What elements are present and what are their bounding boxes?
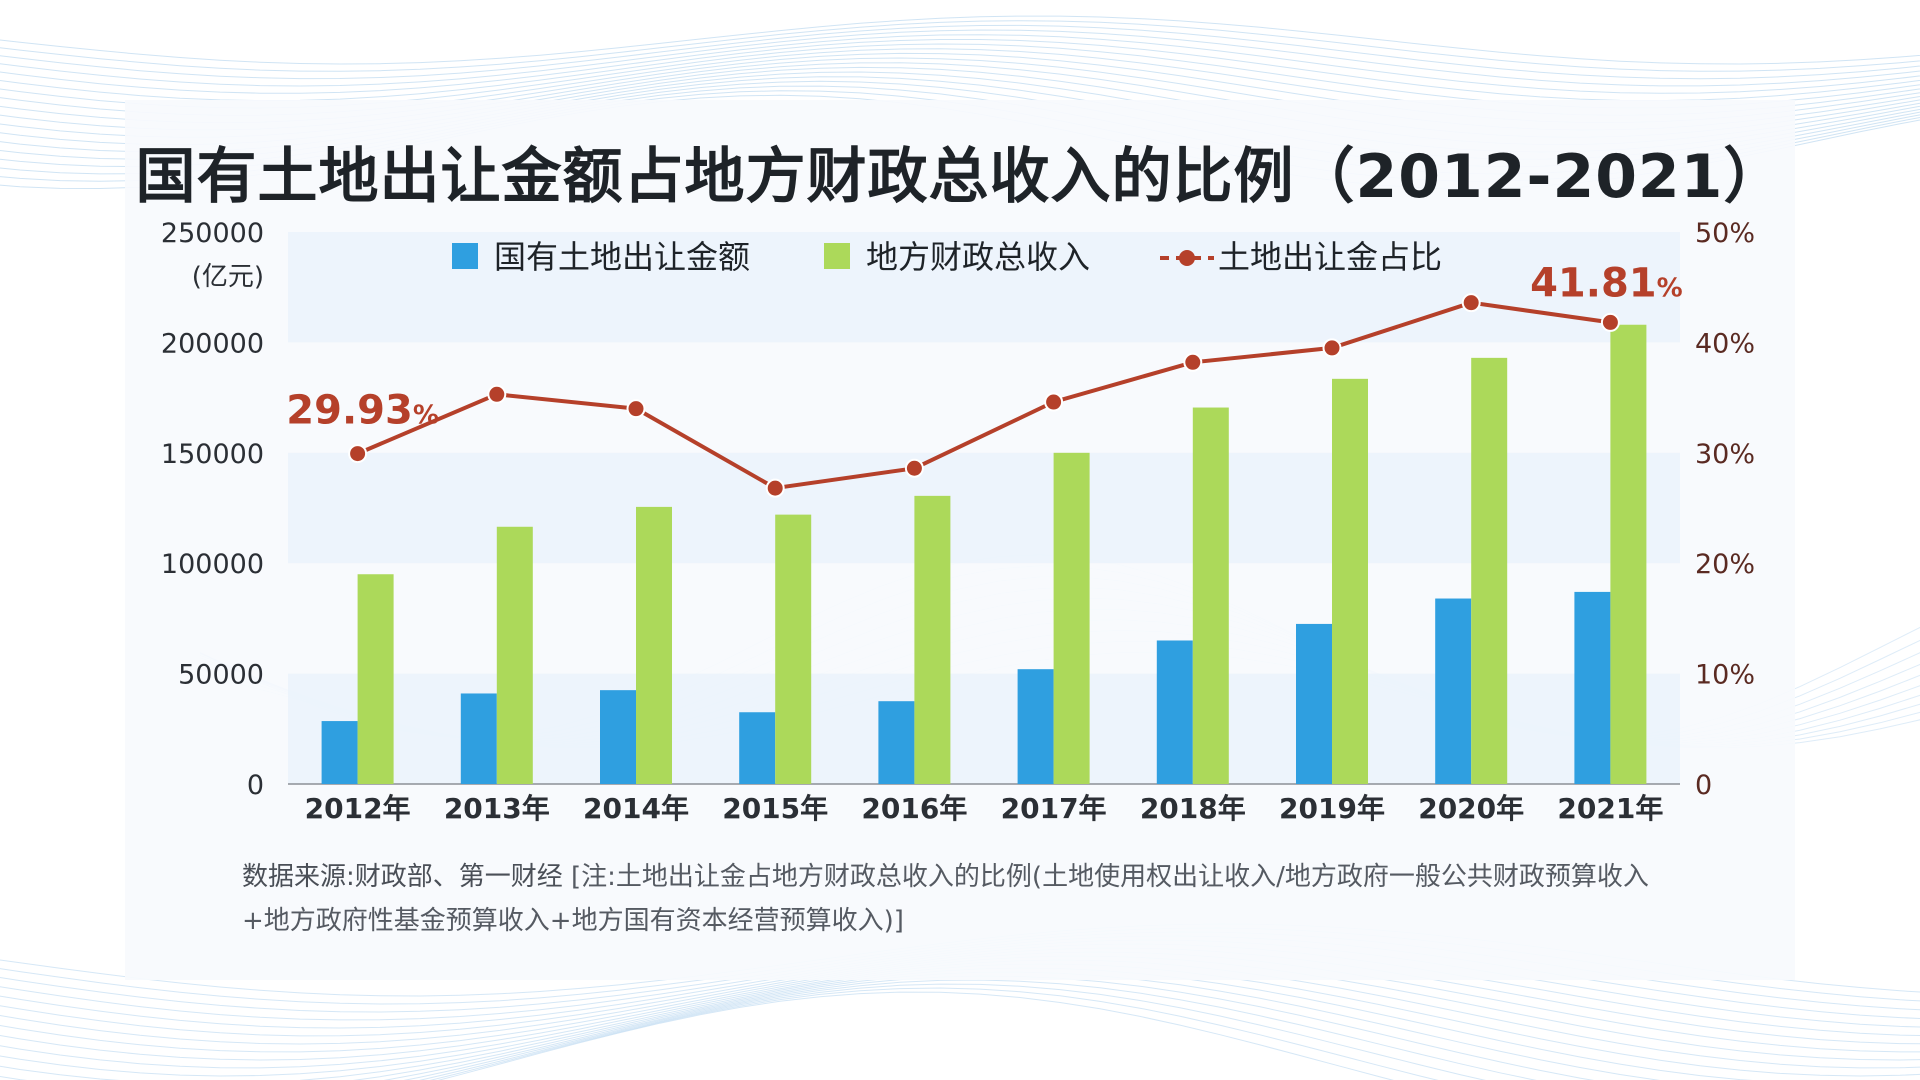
left-tick-label: 200000: [161, 328, 264, 359]
legend-label-ratio: 土地出让金占比: [1218, 238, 1442, 276]
x-tick-label: 2020年: [1418, 792, 1524, 825]
bar-fiscal-revenue: [1332, 378, 1368, 784]
chart-title: 国有土地出让金额占地方财政总收入的比例（2012-2021）: [135, 142, 1785, 212]
left-tick-label: 100000: [161, 549, 264, 580]
right-tick-label: 40%: [1695, 328, 1755, 359]
wave-line: [429, 987, 1439, 1080]
bar-land-transfer: [1156, 640, 1193, 784]
bar-fiscal-revenue: [1192, 407, 1229, 784]
ratio-point: [348, 444, 368, 464]
ratio-point: [1600, 312, 1620, 332]
data-label: 29.93%: [286, 388, 439, 434]
bar-land-transfer: [878, 701, 915, 784]
bar-land-transfer: [1435, 598, 1472, 784]
note-line-1: [注:土地出让金占地方财政总收入的比例(土地使用权出让收入/地方政府一般公共财政…: [571, 862, 1649, 892]
bar-land-transfer: [1296, 623, 1332, 784]
right-tick-label: 20%: [1695, 549, 1755, 580]
ratio-point: [904, 458, 924, 478]
bar-land-transfer: [460, 693, 497, 784]
legend-marker-ratio: [1179, 250, 1195, 266]
grid-band: [288, 232, 1680, 343]
bar-land-transfer: [600, 690, 636, 784]
bar-fiscal-revenue: [636, 506, 672, 784]
left-tick-label: 50000: [178, 660, 264, 691]
x-tick-label: 2014年: [583, 792, 689, 825]
bar-land-transfer: [1574, 591, 1611, 784]
legend-swatch-land: [452, 243, 478, 269]
note-line-2: +地方政府性基金预算收入+地方国有资本经营预算收入)]: [242, 906, 904, 936]
wave-line: [0, 29, 1920, 87]
left-axis-unit: (亿元): [192, 262, 264, 292]
bar-land-transfer: [321, 721, 358, 784]
bar-fiscal-revenue: [775, 514, 812, 784]
right-tick-label: 0: [1695, 770, 1712, 801]
ratio-point: [1044, 392, 1064, 412]
wave-line: [419, 983, 1486, 1080]
right-tick-label: 10%: [1695, 660, 1755, 691]
bar-fiscal-revenue: [914, 495, 951, 784]
x-tick-label: 2018年: [1140, 792, 1246, 825]
source-text: 数据来源:财政部、第一财经: [242, 862, 563, 892]
ratio-point: [1461, 293, 1481, 313]
ratio-point: [1183, 352, 1203, 372]
left-tick-label: 0: [247, 770, 264, 801]
x-tick-label: 2016年: [861, 792, 967, 825]
ratio-point: [765, 478, 785, 498]
legend-label-land: 国有土地出让金额: [494, 238, 750, 276]
wave-line: [0, 15, 1920, 65]
bar-fiscal-revenue: [1053, 452, 1090, 784]
ratio-point: [1322, 338, 1342, 358]
bar-fiscal-revenue: [1610, 324, 1647, 784]
legend-label-revenue: 地方财政总收入: [866, 238, 1090, 276]
ratio-line: [356, 300, 1611, 491]
data-label-suffix: %: [413, 401, 439, 431]
x-tick-label: 2015年: [722, 792, 828, 825]
left-tick-label: 250000: [161, 218, 264, 249]
x-tick-label: 2013年: [444, 792, 550, 825]
wave-line: [0, 20, 1920, 72]
data-label-number: 41.81: [1530, 260, 1657, 306]
x-tick-label: 2017年: [1001, 792, 1107, 825]
legend-swatch-revenue: [824, 243, 850, 269]
data-label-number: 29.93: [286, 388, 413, 434]
right-tick-label: 50%: [1695, 218, 1755, 249]
ratio-point: [487, 384, 507, 404]
wave-line: [403, 979, 1537, 1080]
wave-line: [437, 991, 1395, 1080]
data-label-suffix: %: [1657, 273, 1683, 303]
bar-land-transfer: [1017, 669, 1054, 784]
wave-line: [0, 34, 1920, 94]
bar-fiscal-revenue: [496, 526, 533, 784]
ratio-point: [626, 399, 646, 419]
bar-fiscal-revenue: [357, 574, 394, 784]
source-note: 数据来源:财政部、第一财经 [注:土地出让金占地方财政总收入的比例(土地使用权出…: [242, 855, 1772, 943]
left-tick-label: 150000: [161, 439, 264, 470]
x-tick-label: 2012年: [305, 792, 411, 825]
x-tick-label: 2021年: [1557, 792, 1663, 825]
right-tick-label: 30%: [1695, 439, 1755, 470]
bar-fiscal-revenue: [1471, 357, 1508, 784]
x-tick-label: 2019年: [1279, 792, 1385, 825]
wave-line: [0, 24, 1920, 80]
data-label: 41.81%: [1530, 260, 1683, 306]
bar-land-transfer: [739, 712, 776, 784]
